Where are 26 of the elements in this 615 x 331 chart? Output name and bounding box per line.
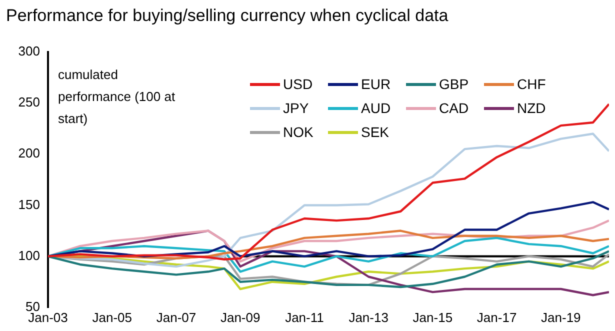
y-axis-title: cumulated performance (100 at start)	[58, 66, 176, 128]
legend-label: SEK	[361, 124, 390, 140]
y-tick-label: 150	[18, 196, 40, 212]
legend-label: GBP	[439, 76, 469, 92]
legend-label: JPY	[283, 100, 309, 116]
legend-label: CAD	[439, 100, 469, 116]
legend-label: EUR	[361, 76, 391, 92]
x-tick-label: Jan-15	[412, 310, 453, 325]
x-tick-label: Jan-19	[541, 310, 581, 325]
legend-label: CHF	[517, 76, 546, 92]
y-tick-label: 100	[18, 248, 40, 263]
legend-label: NOK	[283, 124, 314, 140]
x-tick-label: Jan-13	[348, 310, 388, 325]
legend-label: USD	[283, 76, 313, 92]
chart-title: Performance for buying/selling currency when cyclical data	[6, 6, 448, 26]
y-tick-label: 50	[26, 298, 40, 314]
x-tick-label: Jan-05	[92, 310, 132, 325]
y-tick-label: 250	[18, 94, 40, 110]
y-tick-label: 200	[18, 146, 40, 161]
x-tick-label: Jan-07	[156, 310, 196, 325]
x-tick-label: Jan-17	[476, 310, 517, 325]
x-tick-label: Jan-09	[220, 310, 260, 325]
y-tick-label: 300	[18, 44, 40, 59]
legend-label: AUD	[361, 100, 391, 116]
x-tick-label: Jan-11	[285, 310, 324, 325]
legend-label: NZD	[517, 100, 546, 116]
